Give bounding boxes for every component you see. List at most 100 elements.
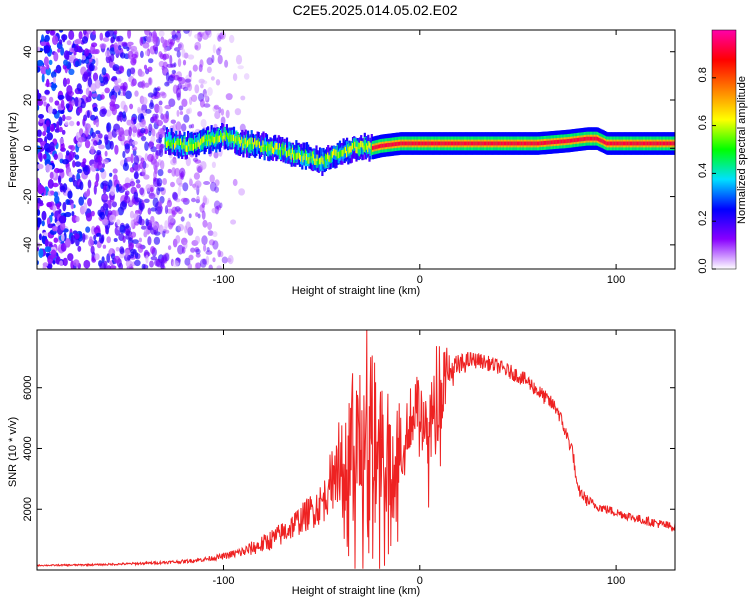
ridge-cell bbox=[483, 141, 486, 146]
spectrogram-x-tick: 0 bbox=[417, 30, 423, 286]
noise-speckle bbox=[60, 99, 65, 109]
noise-speckle bbox=[93, 184, 97, 195]
ridge-cell bbox=[603, 140, 607, 145]
ridge-cell bbox=[349, 146, 352, 153]
noise-speckle bbox=[188, 124, 193, 129]
snr-y-tick: 4000 bbox=[22, 436, 675, 461]
colorbar-tick: 0.4 bbox=[697, 163, 716, 178]
noise-speckle bbox=[217, 54, 223, 65]
noise-speckle bbox=[46, 201, 53, 208]
noise-speckle bbox=[192, 64, 198, 72]
noise-speckle bbox=[100, 211, 105, 220]
noise-speckle bbox=[59, 137, 64, 145]
ridge-cell bbox=[516, 141, 519, 146]
ridge-cell bbox=[414, 141, 417, 146]
noise-speckle bbox=[62, 159, 69, 165]
noise-speckle bbox=[119, 201, 127, 210]
snr-series-line bbox=[37, 330, 675, 569]
noise-speckle bbox=[143, 82, 150, 88]
noise-speckle bbox=[181, 98, 188, 108]
colorbar-tick: 0.2 bbox=[697, 211, 716, 226]
ridge-cell bbox=[611, 141, 614, 146]
noise-speckle bbox=[102, 244, 107, 249]
noise-speckle bbox=[83, 259, 91, 269]
noise-speckle bbox=[198, 78, 205, 84]
noise-speckle bbox=[37, 246, 40, 252]
noise-speckle bbox=[161, 254, 167, 263]
noise-speckle bbox=[66, 85, 73, 95]
ridge-cell bbox=[558, 139, 561, 144]
noise-speckle bbox=[96, 150, 102, 155]
noise-speckle bbox=[87, 179, 92, 189]
noise-speckle bbox=[69, 120, 75, 127]
ridge-cell bbox=[249, 140, 252, 154]
noise-speckle bbox=[99, 43, 107, 49]
noise-speckle bbox=[77, 140, 83, 148]
noise-speckle bbox=[93, 239, 98, 245]
ridge-cell bbox=[165, 141, 168, 148]
noise-speckle bbox=[122, 111, 127, 119]
ridge-cell bbox=[514, 141, 517, 146]
noise-speckle bbox=[229, 34, 235, 44]
noise-speckle bbox=[100, 94, 105, 100]
noise-speckle bbox=[125, 90, 132, 100]
ridge-cell bbox=[195, 142, 198, 149]
snr-x-tick-label: -100 bbox=[212, 575, 234, 587]
snr-x-tick: -100 bbox=[212, 330, 235, 587]
ridge-cell bbox=[287, 150, 290, 157]
noise-speckle bbox=[120, 52, 126, 59]
ridge-cell bbox=[179, 140, 183, 154]
ridge-cell bbox=[509, 141, 512, 146]
snr-y-tick-label: 2000 bbox=[22, 497, 34, 521]
noise-speckle bbox=[157, 187, 165, 192]
ridge-cell bbox=[441, 141, 444, 146]
ridge-cell bbox=[453, 141, 456, 146]
ridge-cell bbox=[447, 141, 450, 146]
noise-speckle bbox=[50, 212, 54, 217]
noise-speckle bbox=[219, 31, 226, 40]
ridge-cell bbox=[457, 141, 461, 146]
noise-speckle bbox=[219, 251, 224, 258]
ridge-cell bbox=[271, 146, 274, 154]
noise-speckle bbox=[205, 255, 210, 266]
ridge-cell bbox=[671, 141, 674, 146]
noise-speckle bbox=[143, 198, 150, 203]
ridge-cell bbox=[202, 137, 205, 150]
noise-speckle bbox=[178, 105, 184, 111]
ridge-cell bbox=[521, 141, 524, 146]
ridge-cell bbox=[307, 157, 310, 164]
ridge-cell bbox=[461, 141, 464, 146]
noise-speckle bbox=[225, 109, 230, 119]
noise-speckle bbox=[184, 78, 192, 83]
noise-speckle bbox=[43, 56, 49, 67]
noise-speckle bbox=[121, 134, 125, 142]
ridge-cell bbox=[673, 141, 675, 146]
noise-speckle bbox=[65, 238, 71, 248]
noise-speckle bbox=[76, 121, 80, 126]
noise-speckle bbox=[169, 54, 173, 65]
colorbar-tick-label: 0.0 bbox=[697, 258, 709, 273]
noise-speckle bbox=[148, 123, 153, 133]
snr-y-tick-label: 4000 bbox=[22, 436, 34, 460]
noise-speckle bbox=[185, 156, 191, 167]
noise-speckle bbox=[150, 246, 156, 254]
noise-speckle bbox=[167, 245, 172, 251]
noise-speckle bbox=[156, 119, 164, 127]
noise-speckle bbox=[175, 121, 182, 131]
noise-speckle bbox=[164, 229, 170, 234]
noise-speckle bbox=[147, 77, 153, 86]
ridge-cell bbox=[381, 143, 384, 148]
ridge-cell bbox=[593, 136, 596, 141]
noise-speckle bbox=[122, 86, 126, 97]
ridge-cell bbox=[247, 140, 250, 147]
noise-speckle bbox=[181, 123, 187, 132]
noise-speckle bbox=[50, 190, 55, 196]
noise-speckle bbox=[133, 155, 140, 165]
noise-speckle bbox=[81, 55, 86, 61]
noise-speckle bbox=[134, 170, 139, 180]
ridge-cell bbox=[408, 141, 411, 146]
ridge-cell bbox=[667, 141, 670, 146]
noise-speckle bbox=[135, 179, 141, 184]
ridge-cell bbox=[513, 141, 516, 146]
noise-speckle bbox=[175, 235, 181, 244]
